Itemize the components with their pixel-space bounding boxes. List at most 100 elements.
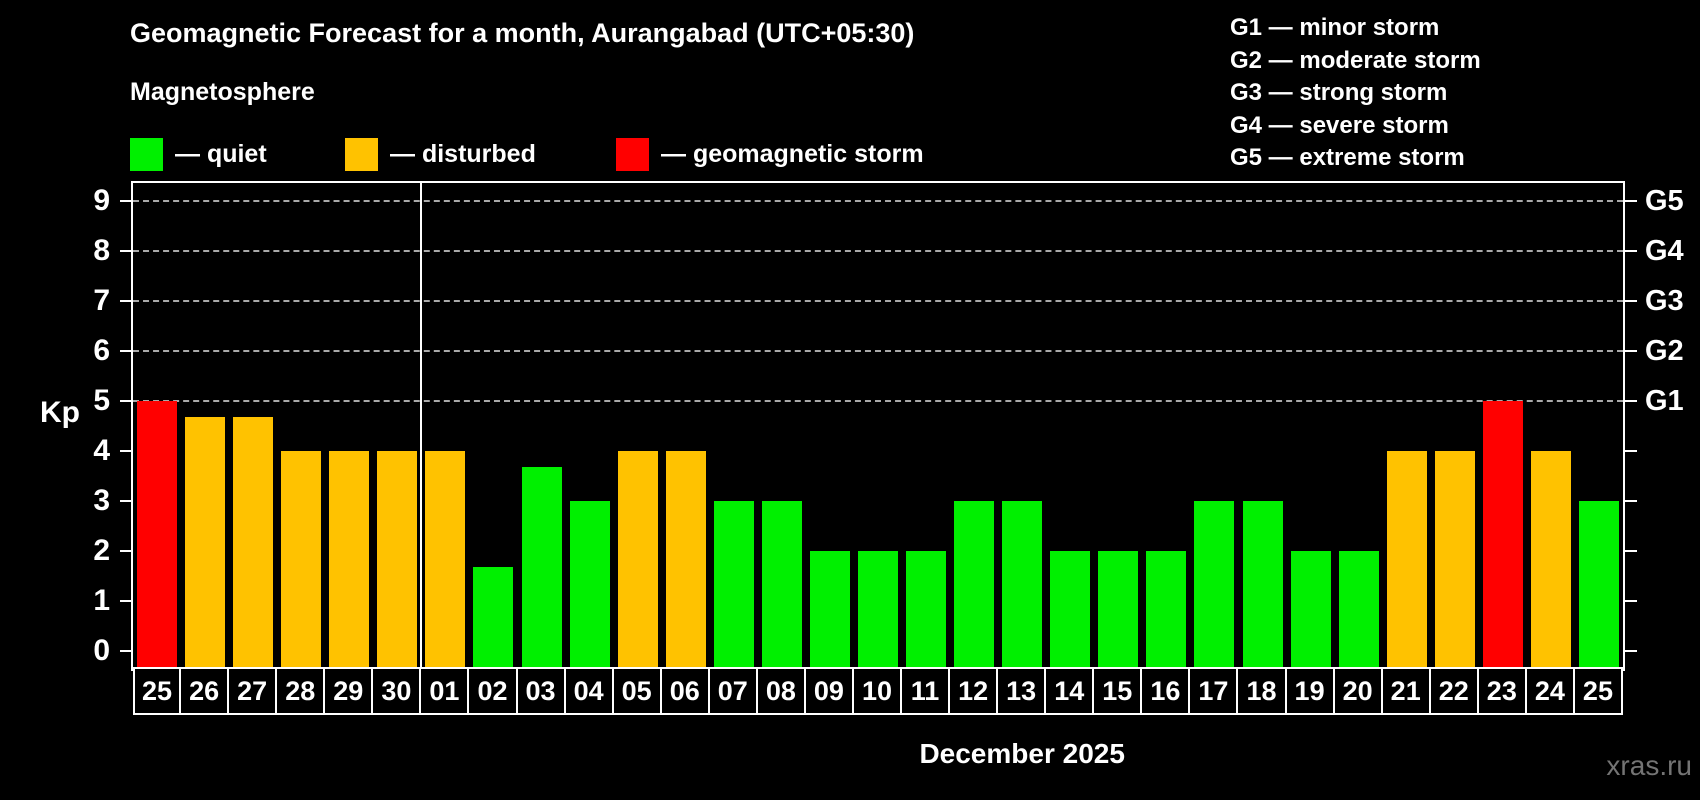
day-cell-14-19: 14 (1044, 667, 1095, 715)
kp-bar-day-28 (281, 450, 322, 669)
y-axis-title: Kp (40, 396, 80, 429)
day-cell-23-28: 23 (1476, 667, 1527, 715)
kp-bar-day-13 (1002, 500, 1043, 669)
gridline-kp9 (133, 199, 1623, 202)
day-cell-09-14: 09 (803, 667, 854, 715)
day-cell-27-2: 27 (227, 667, 278, 715)
right-axis-tick-2 (1623, 549, 1637, 552)
day-cell-12-17: 12 (948, 667, 999, 715)
kp-bar-day-10 (858, 550, 898, 669)
day-cell-22-27: 22 (1428, 667, 1479, 715)
kp-bar-day-11 (906, 550, 947, 669)
legend-item-storm: — geomagnetic storm (616, 136, 924, 172)
kp-bar-day-22 (1434, 450, 1475, 669)
kp-bar-day-01 (425, 450, 466, 669)
right-axis-tick-9 (1623, 199, 1637, 202)
right-axis-label-G1: G1 (1645, 384, 1684, 417)
kp-bar-day-06 (665, 450, 706, 669)
kp-bar-day-30 (377, 450, 418, 669)
legend-label-storm: — geomagnetic storm (661, 139, 924, 168)
kp-bar-day-20 (1338, 550, 1379, 669)
day-cell-25-0: 25 (133, 667, 182, 715)
y-axis-tick-5 (120, 399, 133, 402)
kp-bar-day-25 (137, 400, 178, 669)
day-cell-06-11: 06 (659, 667, 710, 715)
y-axis-tick-6 (120, 349, 133, 352)
legend-item-quiet: — quiet (130, 136, 267, 172)
day-cell-15-20: 15 (1092, 667, 1143, 715)
right-axis-label-G4: G4 (1645, 234, 1684, 267)
y-axis-tick-0 (120, 649, 133, 652)
day-cell-04-9: 04 (563, 667, 614, 715)
day-cell-07-12: 07 (707, 667, 758, 715)
y-axis-label-4: 4 (93, 433, 110, 467)
day-cell-30-5: 30 (371, 667, 422, 715)
kp-bar-day-21 (1386, 450, 1427, 669)
kp-bar-day-18 (1242, 500, 1283, 669)
y-axis-label-3: 3 (93, 483, 110, 517)
y-axis-tick-9 (120, 199, 133, 202)
y-axis-label-1: 1 (93, 583, 110, 617)
kp-bar-day-25 (1578, 500, 1619, 669)
right-axis-label-G5: G5 (1645, 184, 1684, 217)
y-axis-label-6: 6 (93, 333, 110, 367)
kp-bar-day-24 (1530, 450, 1571, 669)
y-axis-tick-2 (120, 549, 133, 552)
day-cell-13-18: 13 (996, 667, 1047, 715)
legend-item-disturbed: — disturbed (345, 136, 536, 172)
kp-bar-day-29 (329, 450, 370, 669)
kp-bar-day-09 (809, 550, 850, 669)
kp-bar-day-17 (1194, 500, 1235, 669)
day-cell-17-22: 17 (1188, 667, 1239, 715)
day-cell-10-15: 10 (851, 667, 903, 715)
legend-label-quiet: — quiet (175, 139, 267, 168)
chart-subtitle: Magnetosphere (130, 78, 315, 106)
gridline-kp8 (133, 249, 1623, 252)
y-axis-tick-3 (120, 499, 133, 502)
kp-bar-day-04 (569, 500, 610, 669)
kp-bar-day-27 (233, 417, 274, 669)
g-scale-legend: G1 — minor storm G2 — moderate storm G3 — … (1230, 12, 1481, 175)
g-legend-line-G1: G1 — minor storm (1230, 14, 1440, 41)
day-cell-20-25: 20 (1332, 667, 1383, 715)
y-axis-label-0: 0 (93, 633, 110, 667)
day-cell-25-30: 25 (1572, 667, 1623, 715)
right-axis-tick-6 (1623, 349, 1637, 352)
day-cell-24-29: 24 (1524, 667, 1575, 715)
day-cell-19-24: 19 (1284, 667, 1335, 715)
right-axis-tick-4 (1623, 449, 1637, 452)
day-cell-02-7: 02 (467, 667, 518, 715)
kp-bar-day-16 (1146, 550, 1187, 669)
y-axis-label-2: 2 (93, 533, 110, 567)
g-legend-line-G3: G3 — strong storm (1230, 79, 1448, 106)
right-axis-label-G3: G3 (1645, 284, 1684, 317)
watermark: xras.ru (1606, 750, 1692, 781)
right-axis-label-G2: G2 (1645, 334, 1684, 367)
gridline-kp6 (133, 349, 1623, 352)
day-cell-16-21: 16 (1140, 667, 1191, 715)
kp-bar-day-26 (185, 417, 226, 669)
kp-bar-day-08 (761, 500, 802, 669)
y-axis-tick-7 (120, 299, 133, 302)
kp-bar-day-05 (617, 450, 658, 669)
kp-bar-day-19 (1290, 550, 1331, 669)
quiet-color-swatch (130, 137, 163, 171)
kp-bar-day-12 (954, 500, 995, 669)
day-cell-28-3: 28 (275, 667, 326, 715)
month-label: December 2025 (919, 738, 1125, 769)
right-axis-tick-5 (1623, 399, 1637, 402)
month-separator-line (420, 183, 423, 669)
kp-bar-day-23 (1482, 400, 1523, 669)
day-cell-29-4: 29 (323, 667, 374, 715)
plot-area (131, 181, 1625, 671)
day-cell-11-16: 11 (900, 667, 951, 715)
day-cell-03-8: 03 (515, 667, 566, 715)
kp-bar-day-02 (473, 567, 514, 669)
right-axis-tick-1 (1623, 599, 1637, 602)
right-axis-tick-0 (1623, 649, 1637, 652)
kp-bar-day-15 (1098, 550, 1139, 669)
chart-title: Geomagnetic Forecast for a month, Aurang… (130, 18, 915, 48)
legend-label-disturbed: — disturbed (390, 139, 536, 168)
y-axis-label-8: 8 (93, 233, 110, 267)
